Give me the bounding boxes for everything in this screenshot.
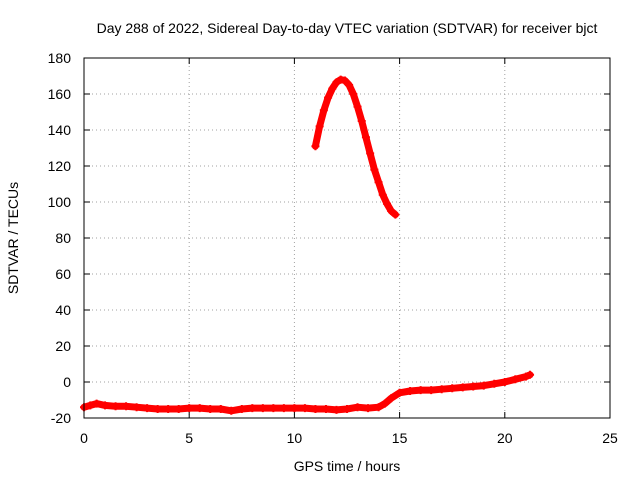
data-point (378, 190, 387, 199)
data-point (479, 381, 488, 390)
grid (84, 58, 610, 418)
data-point (357, 117, 366, 125)
data-point (511, 375, 520, 384)
data-point (374, 178, 383, 187)
y-tick-label: 140 (48, 122, 72, 138)
data-point (387, 207, 396, 215)
data-point (153, 405, 162, 413)
data-point (258, 404, 267, 413)
data-point (458, 383, 467, 392)
data-point (92, 399, 101, 408)
y-tick-label: 20 (55, 338, 71, 354)
data-point (132, 403, 141, 412)
data-point (406, 387, 415, 395)
data-point (324, 93, 333, 102)
data-point (195, 404, 204, 413)
ticks: 0 5 10 15 20 25 -20 0 20 40 60 80 100 120 140 160 180 (48, 50, 618, 446)
data-point (490, 379, 499, 388)
chart-title: Day 288 of 2022, Sidereal Day-to-day VTE… (97, 20, 598, 36)
y-tick-label: 80 (55, 230, 71, 246)
data-point (300, 404, 309, 413)
data-point (269, 404, 278, 413)
y-tick-label: 60 (55, 266, 71, 282)
data-point (143, 404, 152, 413)
data-point (521, 372, 530, 381)
data-point (279, 404, 288, 413)
data-point (319, 106, 328, 115)
data-point (164, 405, 173, 413)
data-point (353, 403, 362, 412)
series-line-0 (80, 371, 534, 415)
series-points-1 (311, 75, 400, 219)
y-tick-label: 40 (55, 302, 71, 318)
data-point (380, 399, 389, 408)
series-points-0 (80, 370, 535, 415)
y-tick-label: 100 (48, 194, 72, 210)
x-tick-label: 25 (602, 430, 618, 446)
data-point (216, 405, 225, 413)
data-point (122, 402, 131, 411)
data-point (391, 210, 400, 219)
data-point (101, 401, 110, 410)
x-axis-title: GPS time / hours (294, 458, 401, 474)
data-point (349, 90, 358, 98)
x-tick-label: 0 (80, 430, 88, 446)
data-point (366, 149, 375, 158)
data-point (437, 385, 446, 394)
x-tick-label: 5 (185, 430, 193, 446)
data-point (387, 394, 396, 403)
data-point (469, 382, 478, 391)
data-point (332, 78, 341, 87)
data-point (111, 402, 120, 411)
data-point (206, 405, 215, 413)
data-point (86, 401, 95, 410)
x-tick-label: 20 (497, 430, 513, 446)
data-point (321, 405, 330, 413)
data-point (315, 122, 324, 131)
y-tick-label: 160 (48, 86, 72, 102)
data-point (237, 405, 246, 413)
data-point (526, 370, 535, 379)
y-tick-label: 120 (48, 158, 72, 174)
series-layer (80, 75, 535, 415)
data-point (361, 133, 370, 142)
data-point (345, 81, 354, 89)
x-tick-label: 10 (287, 430, 303, 446)
data-point (416, 386, 425, 395)
data-point (370, 165, 379, 174)
y-tick-label: 0 (63, 374, 71, 390)
data-point (500, 378, 509, 386)
data-point (174, 405, 183, 413)
data-point (340, 76, 349, 85)
data-point (227, 406, 236, 415)
data-point (248, 404, 257, 413)
data-point (290, 404, 299, 413)
y-tick-label: -20 (51, 410, 71, 426)
y-tick-label: 180 (48, 50, 72, 66)
x-tick-label: 15 (392, 430, 408, 446)
data-point (328, 84, 337, 93)
data-point (311, 142, 320, 151)
data-point (427, 386, 436, 395)
data-point (332, 405, 341, 414)
data-point (382, 199, 391, 208)
data-point (311, 405, 320, 413)
data-point (395, 388, 404, 397)
data-point (364, 404, 373, 413)
data-point (185, 404, 194, 413)
data-point (353, 102, 362, 111)
data-point (374, 403, 383, 412)
y-axis-title: SDTVAR / TECUs (5, 182, 21, 294)
data-point (343, 405, 351, 413)
data-point (448, 384, 457, 393)
